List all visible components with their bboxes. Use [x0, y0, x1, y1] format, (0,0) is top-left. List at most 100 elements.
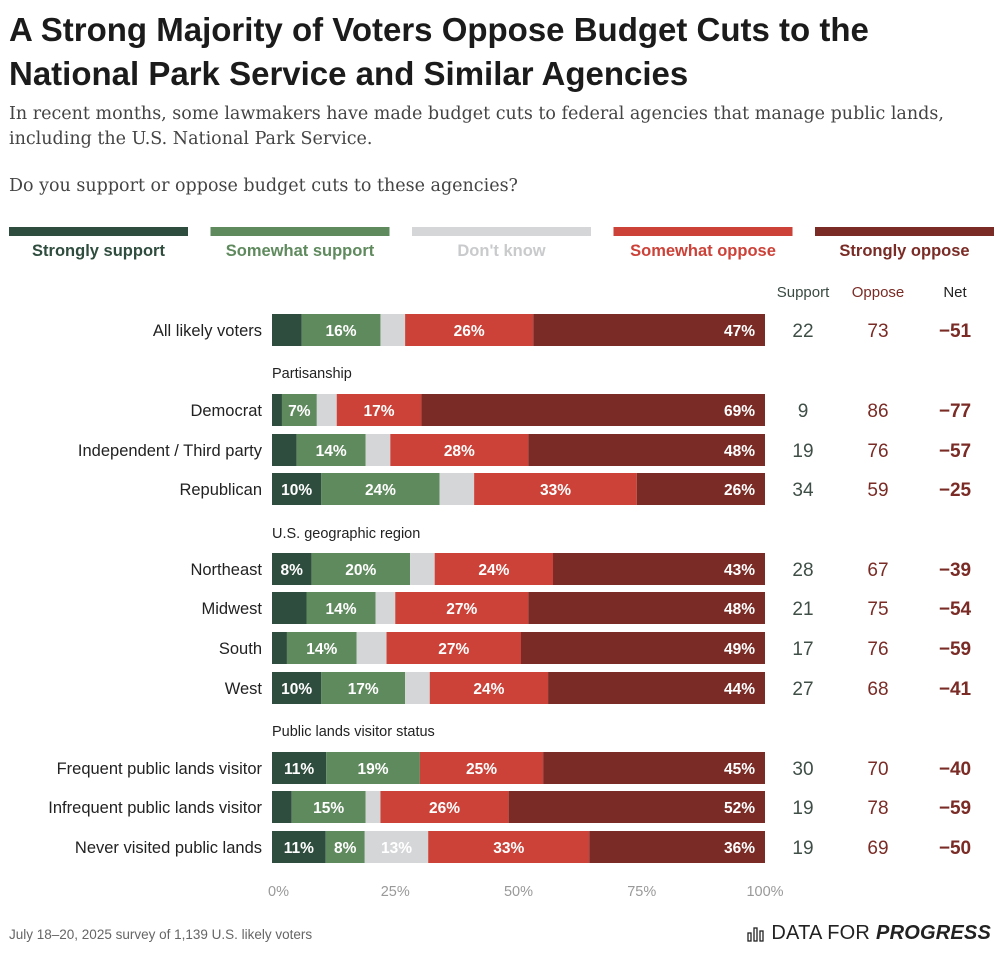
net-value: −40 [939, 759, 971, 780]
x-axis-tick-label: 50% [504, 884, 533, 900]
bar-segment-somewhat_support [321, 672, 406, 704]
bar-segment-somewhat_support [321, 473, 440, 505]
bar-value-label-somewhat_oppose: 25% [466, 761, 497, 778]
bar-value-label-strongly_support: 11% [284, 761, 314, 778]
oppose-value: 75 [867, 599, 888, 620]
bar-value-label-somewhat_support: 24% [365, 482, 396, 499]
bar-segment-somewhat_oppose [474, 473, 637, 505]
oppose-value: 73 [867, 321, 888, 342]
bar-value-label-somewhat_support: 15% [313, 800, 344, 817]
bar-segment-dont_know [439, 473, 475, 505]
bar-chart-logo-icon [747, 926, 765, 942]
bar-value-label-strongly_oppose: 43% [724, 562, 755, 579]
column-header-net: Net [943, 284, 967, 301]
support-value: 21 [792, 599, 813, 620]
bar-segment-strongly_oppose [528, 592, 765, 624]
chart-title: A Strong Majority of Voters Oppose Budge… [9, 11, 869, 92]
oppose-value: 76 [867, 639, 888, 660]
survey-question: Do you support or oppose budget cuts to … [9, 176, 518, 196]
bar-value-label-strongly_oppose: 36% [724, 840, 755, 857]
bar-segment-strongly_support [272, 752, 327, 784]
bar-segment-strongly_support [272, 632, 287, 664]
oppose-value: 86 [867, 401, 888, 422]
support-value: 28 [792, 560, 813, 581]
bar-segment-strongly_oppose [528, 434, 765, 466]
row-label: Northeast [190, 561, 262, 579]
bar-value-label-somewhat_support: 14% [306, 641, 337, 658]
x-axis-tick-label: 100% [746, 884, 783, 900]
brand-logo: DATA FOR PROGRESS [747, 922, 991, 945]
brand-name-bold: PROGRESS [876, 922, 991, 944]
brand-name-regular: DATA FOR [771, 922, 871, 944]
bar-value-label-somewhat_oppose: 28% [444, 443, 475, 460]
bar-segment-strongly_oppose [533, 314, 765, 346]
bar-segment-dont_know [365, 791, 381, 823]
bar-segment-dont_know [405, 672, 430, 704]
bar-value-label-somewhat_support: 20% [345, 562, 376, 579]
net-value: −59 [939, 639, 971, 660]
group-header: Public lands visitor status [272, 724, 435, 740]
bar-value-label-somewhat_support: 19% [358, 761, 389, 778]
bar-segment-strongly_oppose [553, 553, 765, 585]
bar-value-label-strongly_oppose: 47% [724, 323, 755, 340]
support-value: 34 [792, 480, 814, 501]
bar-segment-strongly_oppose [589, 831, 765, 863]
bar-segment-strongly_oppose [520, 632, 765, 664]
support-value: 27 [792, 679, 813, 700]
bar-segment-somewhat_support [286, 632, 357, 664]
bar-segment-strongly_support [272, 473, 322, 505]
bar-segment-strongly_support [272, 394, 282, 426]
row-label: Republican [179, 481, 262, 499]
bar-segment-dont_know [375, 592, 396, 624]
bar-value-label-strongly_oppose: 52% [724, 800, 755, 817]
bar-segment-strongly_support [272, 831, 326, 863]
legend-swatch-somewhat_oppose [613, 227, 793, 236]
net-value: −77 [939, 401, 971, 422]
net-value: −50 [939, 838, 971, 859]
bar-segment-somewhat_oppose [386, 632, 521, 664]
bar-segment-somewhat_oppose [434, 553, 554, 585]
bar-segment-strongly_support [272, 672, 322, 704]
bar-segment-somewhat_support [311, 553, 411, 585]
bar-value-label-somewhat_oppose: 33% [493, 840, 524, 857]
bar-segment-strongly_oppose [636, 473, 765, 505]
bar-segment-dont_know [316, 394, 337, 426]
bar-value-label-somewhat_support: 17% [348, 681, 379, 698]
bar-value-label-strongly_support: 8% [281, 562, 304, 579]
bar-segment-somewhat_oppose [395, 592, 529, 624]
row-label: West [225, 680, 263, 698]
legend-swatch-strongly_oppose [815, 227, 994, 236]
support-value: 19 [792, 838, 813, 859]
bar-value-label-strongly_oppose: 49% [724, 641, 755, 658]
bar-segment-dont_know [410, 553, 435, 585]
net-value: −59 [939, 798, 971, 819]
group-header: Partisanship [272, 366, 352, 382]
bar-segment-somewhat_oppose [390, 434, 529, 466]
bar-value-label-strongly_oppose: 48% [724, 443, 755, 460]
bar-value-label-somewhat_support: 8% [334, 840, 357, 857]
bar-value-label-strongly_support: 11% [284, 840, 314, 857]
bar-segment-dont_know [380, 314, 406, 346]
net-value: −57 [939, 441, 971, 462]
bar-segment-somewhat_support [296, 434, 366, 466]
row-label: Midwest [201, 600, 262, 618]
legend-label-strongly_support: Strongly support [32, 242, 165, 260]
bar-value-label-strongly_support: 10% [281, 681, 312, 698]
bar-segment-somewhat_oppose [336, 394, 422, 426]
bar-value-label-strongly_oppose: 26% [724, 482, 755, 499]
net-value: −39 [939, 560, 971, 581]
bar-segment-strongly_support [272, 314, 302, 346]
net-value: −41 [939, 679, 972, 700]
row-label: Infrequent public lands visitor [48, 799, 262, 817]
row-label: All likely voters [153, 322, 262, 340]
oppose-value: 59 [867, 480, 888, 501]
oppose-value: 69 [867, 838, 888, 859]
support-value: 9 [798, 401, 809, 422]
support-value: 19 [792, 798, 813, 819]
column-header-support: Support [777, 284, 830, 301]
bar-segment-somewhat_support [281, 394, 317, 426]
legend-label-dont_know: Don't know [457, 242, 545, 260]
support-value: 22 [792, 321, 813, 342]
chart-subtitle: In recent months, some lawmakers have ma… [9, 104, 944, 149]
row-label: Democrat [190, 402, 262, 420]
